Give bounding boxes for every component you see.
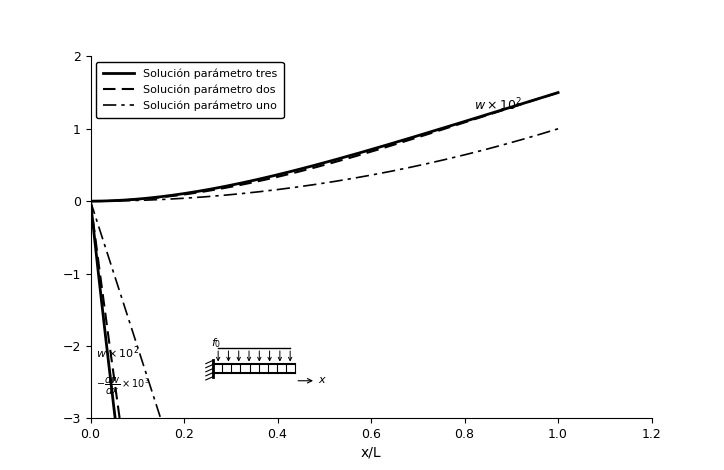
Text: $w \times 10^2$: $w \times 10^2$ [96, 345, 139, 361]
Text: $-\dfrac{dw}{dx} \times 10^3$: $-\dfrac{dw}{dx} \times 10^3$ [96, 374, 150, 397]
Legend: Solución parámetro tres, Solución parámetro dos, Solución parámetro uno: Solución parámetro tres, Solución paráme… [96, 62, 284, 118]
Text: $x$: $x$ [318, 375, 327, 385]
Text: $f_0$: $f_0$ [211, 336, 222, 350]
Text: $w \times 10^2$: $w \times 10^2$ [474, 97, 522, 114]
X-axis label: x/L: x/L [361, 445, 382, 459]
